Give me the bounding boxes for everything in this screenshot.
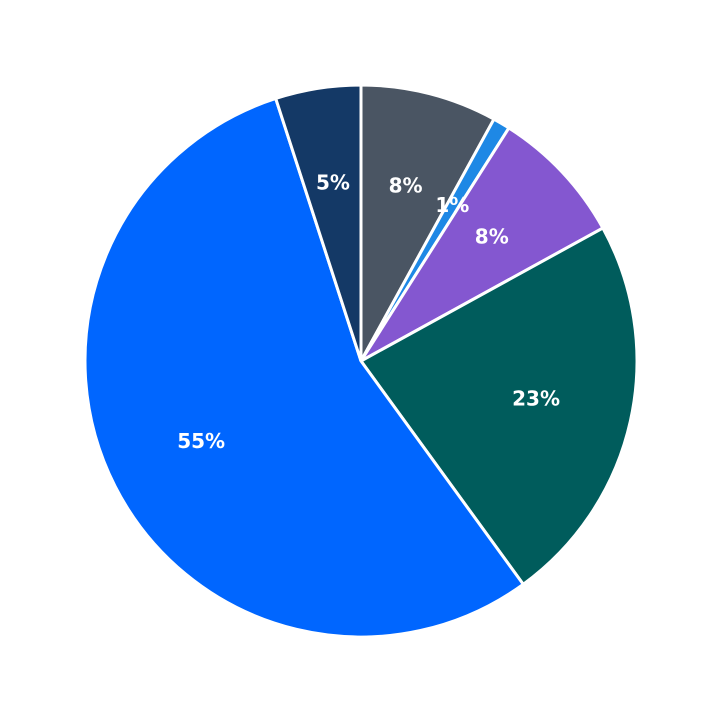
pie-slice [359,83,497,362]
slice-label: 1% [435,193,469,217]
slice-label: 5% [316,170,350,194]
slice-label: 8% [389,174,423,198]
slice-label: 23% [512,387,560,411]
pie-slice [273,83,363,362]
pie-slice [83,96,526,639]
pie-slice [358,225,639,587]
pie-slice [359,125,605,363]
slice-label: 8% [475,225,509,249]
slice-label: 55% [177,429,225,453]
